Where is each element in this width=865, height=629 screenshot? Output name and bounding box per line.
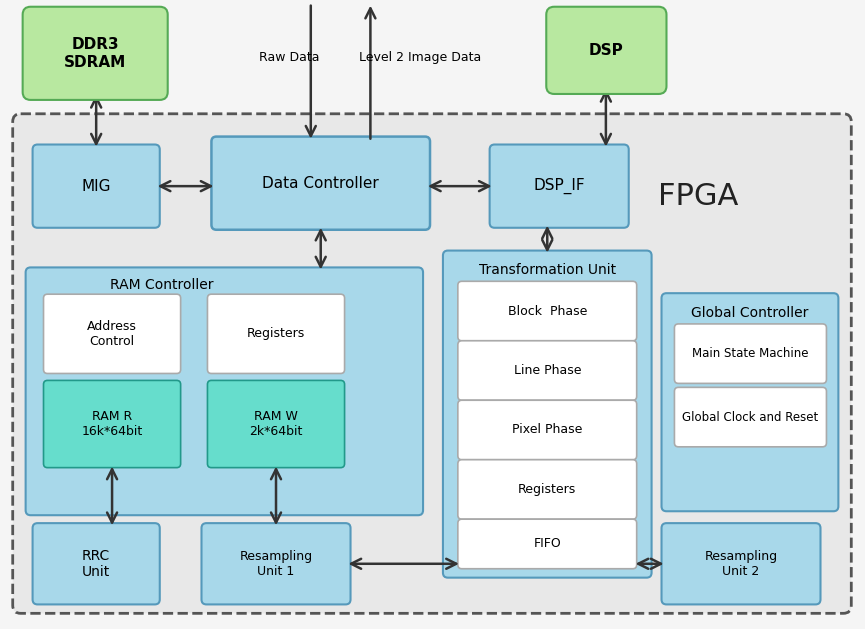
FancyBboxPatch shape: [458, 341, 637, 400]
Text: Global Controller: Global Controller: [691, 306, 809, 320]
Text: Registers: Registers: [247, 327, 305, 340]
Text: RAM W
2k*64bit: RAM W 2k*64bit: [249, 410, 303, 438]
FancyBboxPatch shape: [458, 519, 637, 569]
FancyBboxPatch shape: [208, 294, 344, 374]
FancyBboxPatch shape: [43, 381, 181, 467]
FancyBboxPatch shape: [22, 7, 168, 100]
FancyBboxPatch shape: [675, 324, 826, 384]
FancyBboxPatch shape: [490, 145, 629, 228]
FancyBboxPatch shape: [43, 294, 181, 374]
FancyBboxPatch shape: [202, 523, 350, 604]
Text: Resampling
Unit 2: Resampling Unit 2: [704, 550, 778, 578]
Text: Pixel Phase: Pixel Phase: [512, 423, 582, 437]
Text: Transformation Unit: Transformation Unit: [478, 264, 616, 277]
Text: Data Controller: Data Controller: [262, 175, 379, 191]
Text: Block  Phase: Block Phase: [508, 304, 587, 318]
FancyBboxPatch shape: [458, 460, 637, 519]
Text: MIG: MIG: [81, 179, 111, 194]
Text: DSP: DSP: [588, 43, 624, 58]
Text: Resampling
Unit 1: Resampling Unit 1: [240, 550, 312, 578]
Text: FPGA: FPGA: [658, 182, 739, 211]
FancyBboxPatch shape: [547, 7, 667, 94]
FancyBboxPatch shape: [662, 523, 821, 604]
FancyBboxPatch shape: [33, 145, 160, 228]
Text: DSP_IF: DSP_IF: [534, 178, 585, 194]
Text: RAM R
16k*64bit: RAM R 16k*64bit: [81, 410, 143, 438]
Text: Registers: Registers: [518, 483, 576, 496]
FancyBboxPatch shape: [662, 293, 838, 511]
FancyBboxPatch shape: [13, 114, 851, 613]
FancyBboxPatch shape: [26, 267, 423, 515]
Text: RAM Controller: RAM Controller: [110, 278, 214, 292]
FancyBboxPatch shape: [211, 136, 430, 230]
FancyBboxPatch shape: [208, 381, 344, 467]
Text: Address
Control: Address Control: [87, 320, 137, 348]
FancyBboxPatch shape: [675, 387, 826, 447]
Text: RRC
Unit: RRC Unit: [82, 548, 111, 579]
Text: Line Phase: Line Phase: [514, 364, 581, 377]
FancyBboxPatch shape: [33, 523, 160, 604]
Text: Raw Data: Raw Data: [259, 51, 319, 64]
Text: Main State Machine: Main State Machine: [692, 347, 808, 360]
Text: DDR3
SDRAM: DDR3 SDRAM: [64, 37, 126, 70]
Text: FIFO: FIFO: [534, 537, 561, 550]
Text: Global Clock and Reset: Global Clock and Reset: [682, 411, 818, 423]
Text: Level 2 Image Data: Level 2 Image Data: [359, 51, 481, 64]
FancyBboxPatch shape: [458, 400, 637, 460]
FancyBboxPatch shape: [443, 250, 651, 577]
FancyBboxPatch shape: [458, 281, 637, 341]
